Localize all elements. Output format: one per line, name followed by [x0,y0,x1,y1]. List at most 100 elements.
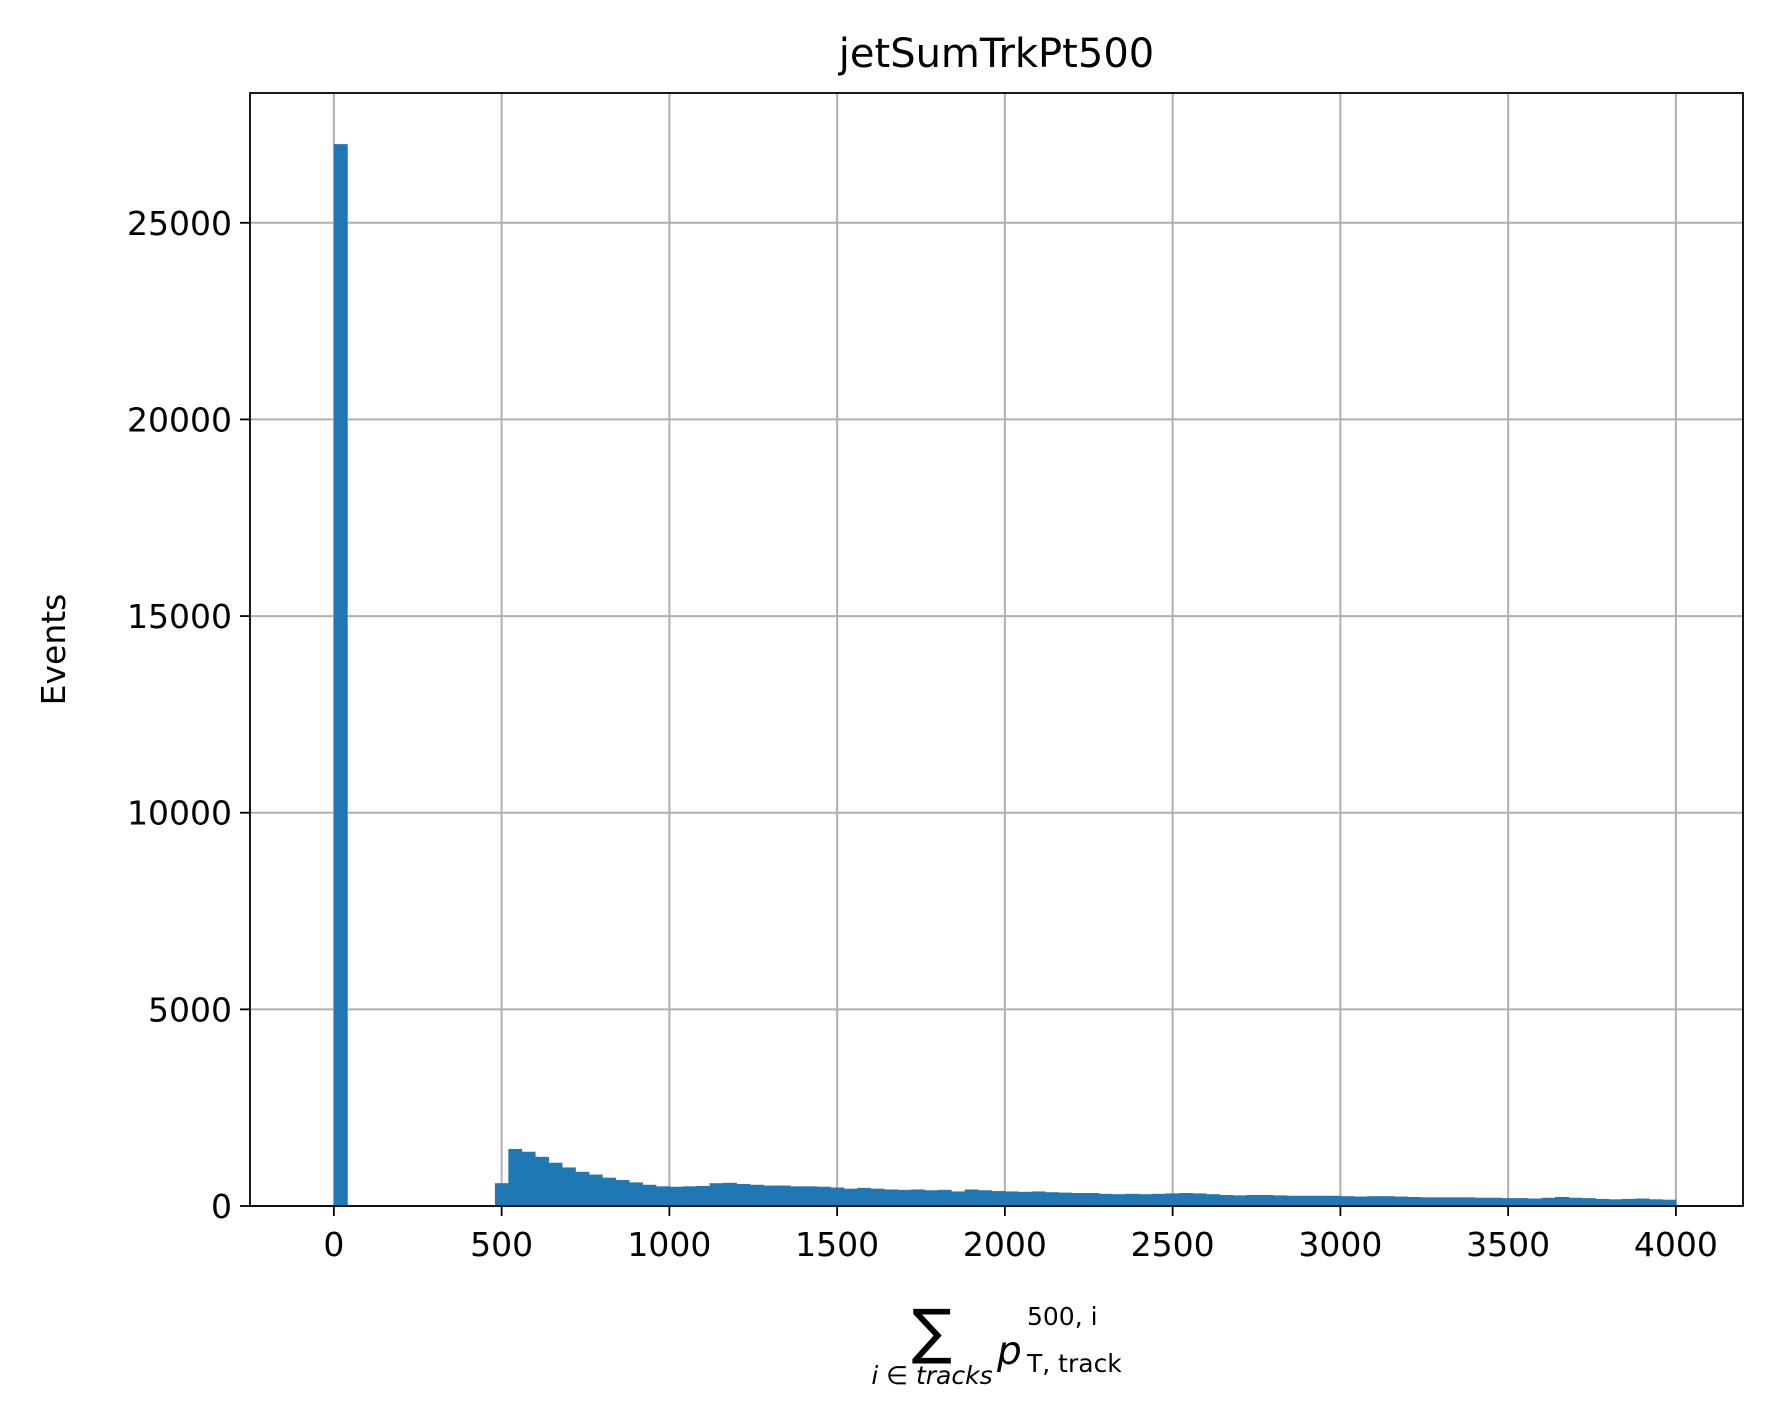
x-tick-label: 1500 [795,1225,879,1264]
histogram-bar [1474,1197,1489,1206]
histogram-bar [749,1184,764,1206]
histogram-bar [897,1189,912,1206]
y-tick-label: 20000 [127,400,232,439]
histogram-bar [1528,1198,1543,1206]
histogram-bar [1514,1198,1529,1206]
y-tick-label: 25000 [127,204,232,243]
histogram-bar [1380,1196,1395,1206]
histogram-bar [1125,1193,1140,1206]
histogram-bar [548,1162,563,1206]
y-tick-label: 0 [211,1187,232,1226]
histogram-bar [1018,1191,1033,1206]
histogram-bar [1555,1196,1569,1206]
x-axis-ticks: 0 500 1000 1500 2000 2500 3000 3500 4000 [323,1206,1718,1264]
x-axis-label-sum-subscript: i ∈ tracks [871,1361,992,1390]
x-axis-label-superscript: 500, i [1027,1302,1098,1331]
y-axis-label: Events [34,594,73,706]
histogram-bar [1112,1194,1127,1206]
histogram-bar [1098,1193,1113,1206]
histogram-bar [642,1184,657,1206]
y-tick-label: 5000 [148,990,232,1029]
histogram-bar [776,1185,791,1206]
histogram-bar [1165,1193,1180,1206]
histogram-bar [843,1188,858,1206]
histogram-bar [696,1185,711,1206]
histogram-bar [669,1186,684,1206]
histogram-bar [1367,1196,1382,1206]
histogram-bar [1139,1194,1153,1206]
histogram-bar [1233,1195,1247,1206]
y-tick-label: 10000 [127,794,232,833]
histogram-bar [508,1148,523,1206]
chart-title: jetSumTrkPt500 [838,31,1154,77]
x-tick-label: 2000 [963,1225,1047,1264]
histogram-bar [588,1174,603,1206]
x-tick-label: 2500 [1131,1225,1215,1264]
histogram-bar [1622,1198,1637,1206]
histogram-bar [991,1191,1006,1206]
x-tick-label: 1000 [627,1225,711,1264]
histogram-bar [1608,1199,1623,1206]
histogram-bar [682,1186,697,1206]
histogram-bar [562,1167,576,1206]
histogram-bar [521,1151,536,1206]
histogram-bar [1595,1198,1610,1206]
x-axis-label-variable: p [996,1329,1022,1374]
histogram-bar [951,1191,966,1206]
x-axis-label-sum: ∑ [912,1297,952,1367]
histogram-bar [1313,1195,1328,1206]
histogram-bar [535,1156,549,1206]
histogram-bar [803,1186,818,1206]
x-tick-label: 0 [323,1225,344,1264]
histogram-bar [629,1182,643,1206]
histogram-bar [1326,1195,1341,1206]
histogram-bar [1206,1194,1221,1206]
histogram-bar [1461,1197,1475,1206]
histogram-bar [1152,1193,1167,1206]
histogram-bar [1488,1197,1502,1206]
histogram-bar [817,1186,831,1206]
histogram-bar [1662,1199,1677,1206]
x-tick-label: 3500 [1466,1225,1550,1264]
histogram-bar [1219,1194,1234,1206]
histogram-bar [615,1180,630,1206]
histogram-bar [1085,1193,1100,1206]
histogram-bar [1058,1192,1073,1206]
histogram-bar [857,1187,872,1206]
histogram-bar [1340,1196,1355,1206]
histogram-bar [1447,1197,1462,1206]
histogram-bar [1286,1195,1301,1206]
plot-frame [249,92,1744,1207]
histogram-bar [494,1183,509,1206]
histogram-bars [333,144,1677,1207]
histogram-bar [978,1190,992,1206]
histogram-bar [1004,1191,1019,1206]
x-tick-label: 4000 [1634,1225,1718,1264]
histogram-bar [937,1189,952,1206]
histogram-bar [1394,1196,1408,1206]
histogram-bar [602,1177,617,1206]
y-axis-ticks: 0 5000 10000 15000 20000 25000 [127,204,250,1226]
histogram-bar [1246,1194,1261,1206]
x-tick-label: 500 [470,1225,533,1264]
histogram-bar [830,1187,845,1206]
y-tick-label: 15000 [127,597,232,636]
histogram-bar [1031,1191,1046,1206]
histogram-bar [790,1186,804,1206]
histogram-bar [1649,1199,1663,1206]
histogram-bar [655,1186,670,1206]
histogram-bar [924,1190,939,1206]
histogram-bar [1407,1196,1422,1206]
histogram-bar [1071,1193,1086,1206]
histogram-bar [1353,1196,1368,1206]
histogram-bar [1541,1197,1556,1206]
histogram-bar [763,1185,778,1206]
histogram-bar [1259,1194,1274,1206]
histogram-bar [1420,1197,1435,1206]
x-tick-label: 3000 [1298,1225,1382,1264]
histogram-bar [1434,1197,1449,1206]
histogram-bar [870,1188,885,1206]
histogram-bar [1192,1193,1207,1206]
